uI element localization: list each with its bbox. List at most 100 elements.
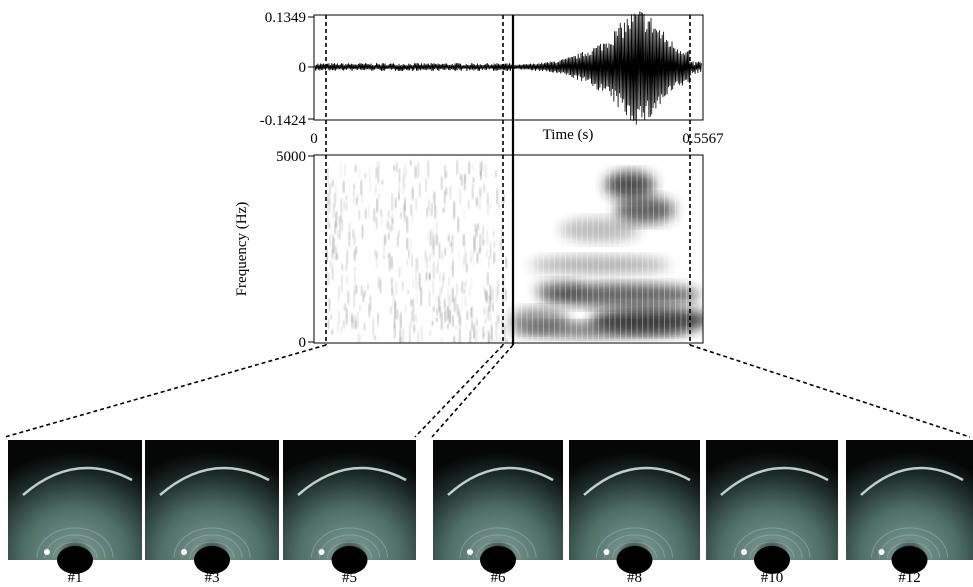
spectral-streak bbox=[357, 312, 359, 330]
spectral-streak bbox=[477, 223, 479, 230]
spectral-streak bbox=[501, 229, 504, 245]
image-label: #1 bbox=[68, 570, 83, 586]
spectral-streak bbox=[470, 249, 473, 263]
spectral-streak bbox=[388, 258, 390, 269]
spectral-streak bbox=[469, 256, 472, 263]
probe bbox=[331, 546, 368, 574]
spectral-streak bbox=[415, 257, 418, 273]
formant bbox=[530, 256, 670, 274]
spectral-streak bbox=[375, 217, 378, 229]
spectral-streak bbox=[331, 269, 334, 280]
arc bbox=[181, 534, 243, 559]
spectral-streak bbox=[438, 296, 440, 312]
spectral-streak bbox=[495, 321, 497, 337]
spectral-streak bbox=[445, 187, 447, 196]
spectral-streak bbox=[352, 188, 355, 206]
y-tick-label: 0 bbox=[299, 335, 307, 351]
ultrasound-bg bbox=[145, 440, 279, 560]
spectral-streak bbox=[441, 286, 443, 293]
spectral-streak bbox=[443, 190, 446, 204]
spectral-streak bbox=[333, 237, 335, 242]
spectral-streak bbox=[497, 280, 499, 297]
spectral-streak bbox=[406, 216, 409, 233]
spectral-streak bbox=[495, 287, 498, 303]
spectral-streak bbox=[432, 312, 434, 318]
spectral-streak bbox=[487, 272, 489, 285]
arc bbox=[467, 534, 529, 559]
arc bbox=[749, 541, 795, 559]
spectral-streak bbox=[343, 199, 345, 209]
spectral-streak bbox=[343, 319, 345, 329]
spectral-streak bbox=[332, 179, 334, 188]
arc bbox=[596, 527, 673, 559]
spectral-streak bbox=[451, 235, 453, 254]
probe-mark bbox=[181, 549, 187, 555]
spectral-streak bbox=[449, 309, 451, 323]
spectral-streak bbox=[446, 305, 449, 320]
spectral-streak bbox=[391, 214, 393, 231]
spectral-streak bbox=[359, 304, 361, 311]
spectral-streak bbox=[505, 257, 507, 269]
x-axis-label: Time (s) bbox=[543, 127, 594, 143]
spectral-streak bbox=[455, 336, 457, 343]
spectral-streak bbox=[464, 173, 466, 191]
spectral-streak bbox=[493, 339, 496, 343]
spectral-streak bbox=[455, 325, 458, 331]
spectral-streak bbox=[410, 310, 413, 327]
spectral-streak bbox=[408, 337, 411, 343]
spectral-streak bbox=[341, 264, 344, 271]
spectral-streak bbox=[489, 241, 492, 259]
spectral-streak bbox=[342, 180, 345, 193]
spectral-streak bbox=[339, 226, 341, 240]
spectral-streak bbox=[487, 192, 489, 203]
tongue-contour bbox=[720, 466, 829, 496]
spectral-streak bbox=[378, 160, 380, 169]
spectral-streak bbox=[354, 315, 357, 328]
spectral-streak bbox=[376, 198, 378, 213]
spectral-streak bbox=[411, 254, 413, 267]
spectral-streak bbox=[428, 274, 431, 280]
spectral-streak bbox=[471, 322, 473, 333]
spectral-streak bbox=[327, 193, 330, 205]
spectral-streak bbox=[453, 201, 455, 219]
spectral-streak bbox=[404, 183, 406, 188]
spectral-streak bbox=[372, 318, 375, 336]
spectral-streak bbox=[407, 289, 410, 295]
spectral-streak bbox=[361, 224, 364, 239]
connector bbox=[414, 344, 504, 438]
waveform bbox=[314, 11, 702, 125]
spectral-streak bbox=[458, 309, 461, 325]
formant bbox=[605, 171, 655, 199]
spectral-streak bbox=[328, 222, 331, 229]
spectral-streak bbox=[393, 165, 395, 171]
arc bbox=[311, 527, 388, 559]
spectral-streak bbox=[478, 196, 481, 210]
x-tick-label: 0.5567 bbox=[682, 131, 724, 147]
ultrasound-bg bbox=[706, 440, 838, 560]
spectral-streak bbox=[487, 306, 490, 321]
spectral-streak bbox=[415, 166, 417, 178]
spectral-streak bbox=[416, 294, 418, 304]
spectral-streak bbox=[346, 276, 349, 285]
image-label: #6 bbox=[491, 570, 507, 586]
spectral-streak bbox=[398, 179, 400, 194]
spectral-streak bbox=[354, 164, 357, 173]
spectral-streak bbox=[373, 208, 376, 222]
arc bbox=[44, 534, 106, 559]
arc bbox=[319, 534, 380, 559]
spectral-streak bbox=[340, 198, 343, 214]
spectral-streak bbox=[388, 232, 390, 240]
spectral-streak bbox=[424, 250, 427, 262]
spectral-streak bbox=[434, 192, 436, 208]
spectral-streak bbox=[425, 271, 428, 281]
spectral-streak bbox=[453, 297, 456, 313]
spectral-streak bbox=[451, 287, 454, 303]
spectral-streak bbox=[465, 252, 467, 264]
spectral-streak bbox=[439, 287, 441, 297]
spectral-streak bbox=[456, 283, 458, 296]
spectral-streak bbox=[415, 198, 417, 212]
arc bbox=[52, 541, 98, 559]
spectral-streak bbox=[432, 306, 435, 312]
spectral-streak bbox=[475, 328, 477, 343]
image-label: #8 bbox=[627, 570, 642, 586]
